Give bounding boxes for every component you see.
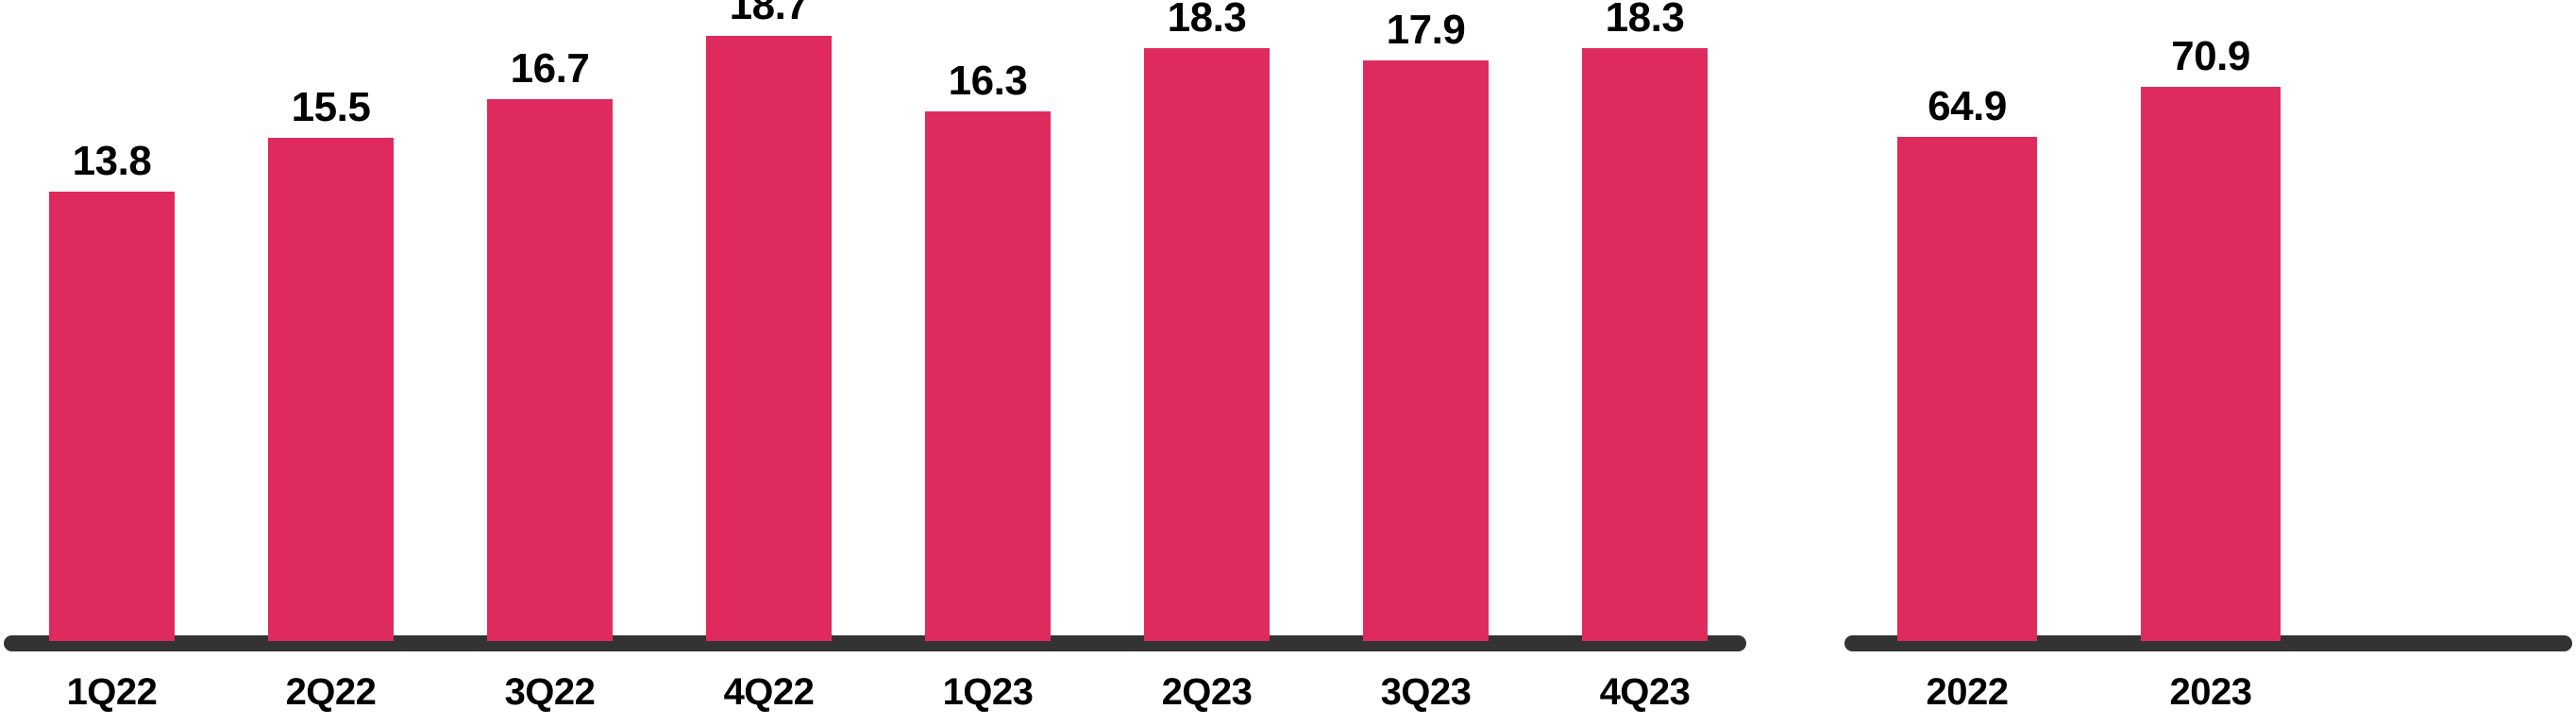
x-tick-label-3q23: 3Q23 [1380,671,1472,713]
x-tick-label-1q22: 1Q22 [66,671,158,713]
annual-panel: 64.9 70.9 2022 2023 [1841,0,2576,726]
bar-2023[interactable]: 70.9 [2141,36,2281,641]
x-tick-label-1q23: 1Q23 [942,671,1034,713]
bar-1q22[interactable]: 13.8 [49,141,175,641]
x-tick-label-4q22: 4Q22 [723,671,815,713]
quarterly-panel: 13.8 15.5 16.7 18.7 16.3 18.3 17.9 18.3 [4,0,1746,713]
bar-value-label: 70.9 [2171,33,2250,79]
x-tick-label-2q22: 2Q22 [285,671,377,713]
annual-plot-area: 64.9 70.9 [1841,0,2576,651]
bar-2q23[interactable]: 18.3 [1144,0,1270,641]
bar-4q22[interactable]: 18.7 [706,0,832,641]
bar-value-label: 18.3 [1167,0,1247,41]
bar-value-label: 13.8 [72,138,152,184]
quarterly-plot-area: 13.8 15.5 16.7 18.7 16.3 18.3 17.9 18.3 [4,0,1746,651]
bar-2q22[interactable]: 15.5 [268,87,394,641]
x-tick-label-3q22: 3Q22 [504,671,596,713]
bar-value-label: 64.9 [1928,83,2007,129]
bar-value-label: 16.3 [948,58,1028,104]
bar-value-label: 16.7 [510,45,590,92]
bar-3q23[interactable]: 17.9 [1363,9,1489,641]
bar-4q23[interactable]: 18.3 [1582,0,1708,641]
bar-value-label: 18.3 [1605,0,1685,41]
bar-2022[interactable]: 64.9 [1897,86,2037,641]
bar-3q22[interactable]: 16.7 [487,48,613,641]
bar-value-label: 18.7 [729,0,809,28]
bar-1q23[interactable]: 16.3 [925,60,1051,641]
x-tick-label-2q23: 2Q23 [1161,671,1253,713]
x-tick-label-2022: 2022 [1926,671,2009,713]
x-tick-label-2023: 2023 [2169,671,2252,713]
bar-value-label: 17.9 [1386,7,1466,53]
x-tick-label-4q23: 4Q23 [1599,671,1691,713]
x-axis-line-quarterly [4,635,1746,651]
bar-value-label: 15.5 [291,84,371,130]
